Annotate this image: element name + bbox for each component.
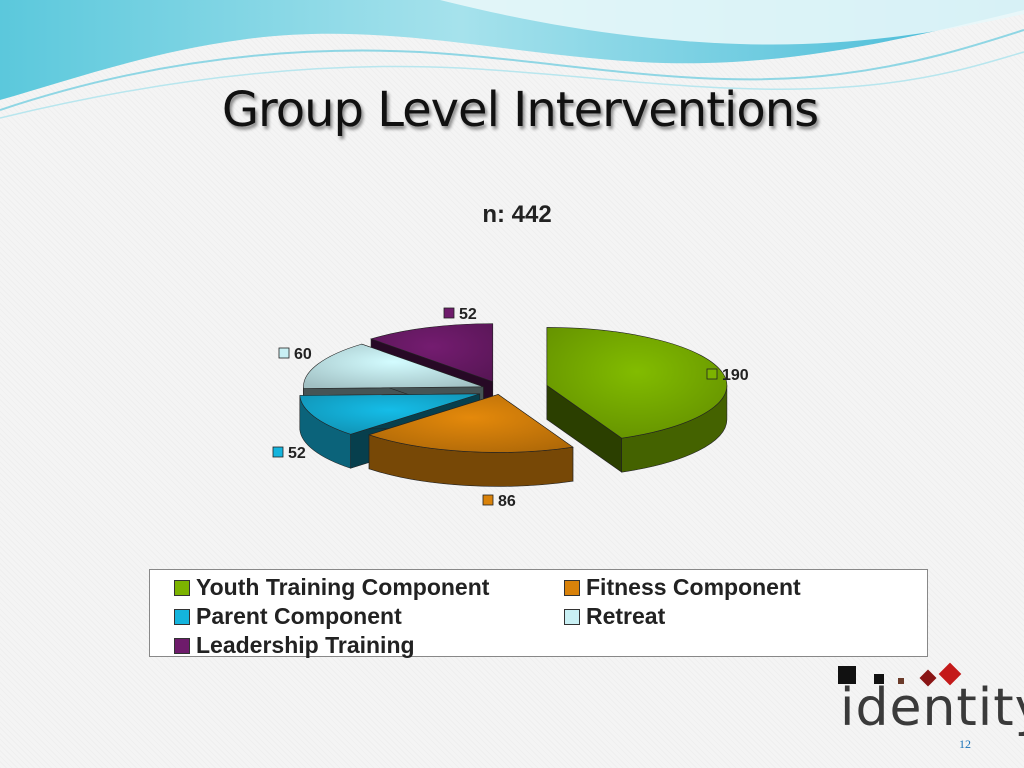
legend-label: Youth Training Component [196,574,490,600]
svg-text:190: 190 [722,367,749,384]
legend-item: Retreat [564,603,665,630]
chart-legend: Youth Training Component Fitness Componen… [149,569,928,659]
chart-title: n: 442 [482,201,551,228]
legend-item: Parent Component [174,603,402,630]
svg-text:52: 52 [288,445,306,462]
legend-item: Fitness Component [564,574,801,601]
legend-label: Leadership Training [196,632,415,658]
legend-item: Youth Training Component [174,574,489,601]
pie-slice [546,327,728,473]
legend-item: Leadership Training [174,632,415,659]
data-label: 52 [272,445,306,462]
page-number: 12 [959,737,971,751]
legend-label: Fitness Component [586,574,801,600]
legend-swatch [174,637,190,654]
slide-title: Group Level Interventions [221,82,819,138]
data-label: 52 [443,306,477,323]
svg-text:86: 86 [498,493,516,510]
data-label: 60 [278,346,312,363]
legend-swatch [564,608,580,625]
data-label: 190 [706,367,749,384]
header-waves [0,0,1024,119]
svg-text:60: 60 [294,346,312,363]
legend-label: Retreat [586,603,666,629]
legend-label: Parent Component [196,603,402,629]
svg-text:52: 52 [459,306,477,323]
logo-text: identity [840,678,1024,738]
logo-square [874,674,884,684]
logo-square [898,678,904,684]
identity-logo: identity [836,662,1024,738]
logo-square [838,666,856,684]
legend-swatch [174,608,190,625]
pie-chart: n: 442 190 86 52 60 52 [272,201,749,510]
pie-slice [368,393,574,487]
legend-swatch [564,579,580,596]
data-label: 86 [482,493,516,510]
legend-swatch [174,579,190,596]
